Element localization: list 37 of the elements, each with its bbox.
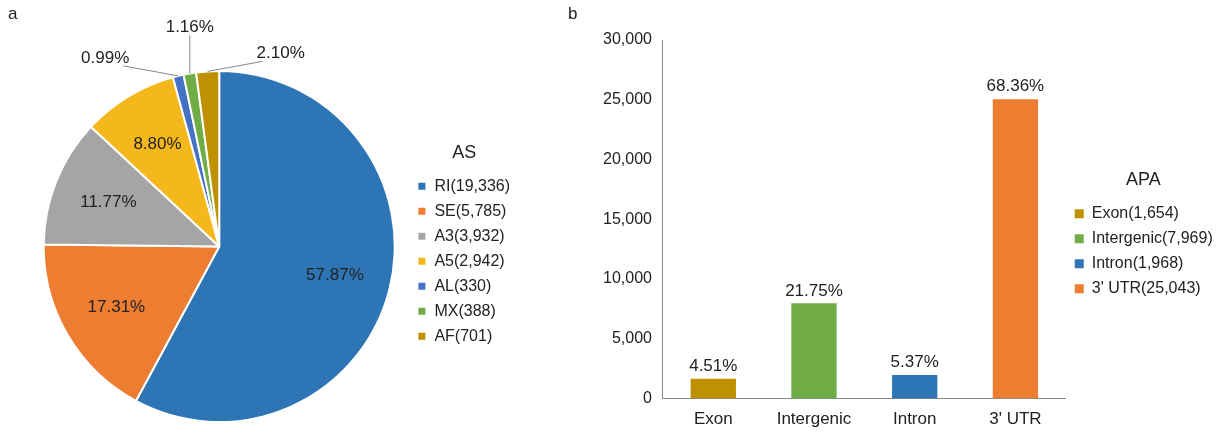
annotation: 21.75% <box>785 280 843 300</box>
annotation: 5.37% <box>890 352 939 372</box>
y-tick-label: 10,000 <box>603 269 653 287</box>
data-label: 17.31% <box>87 296 146 316</box>
x-tick-label: Intergenic <box>776 409 852 429</box>
legend-label: AL(330) <box>434 276 492 294</box>
legend-label: RI(19,336) <box>434 176 510 194</box>
data-label: 1.16% <box>165 17 214 37</box>
x-tick-label: Intron <box>892 409 937 429</box>
data-label: 11.77% <box>80 191 137 211</box>
annotation: 4.51% <box>689 356 738 376</box>
legend-label: 3' UTR(25,043) <box>1091 279 1201 297</box>
text: b <box>568 4 578 24</box>
y-tick-label: 25,000 <box>603 90 653 108</box>
legend-label: A3(3,932) <box>434 226 505 244</box>
y-tick-label: 0 <box>643 389 653 407</box>
data-label: 2.10% <box>256 43 305 63</box>
legend-title: APA <box>1126 169 1161 190</box>
text: a <box>8 4 18 24</box>
y-tick-label: 20,000 <box>603 149 653 167</box>
y-tick-label: 30,000 <box>603 30 653 48</box>
y-tick-label: 15,000 <box>603 209 653 227</box>
legend-title: AS <box>452 141 477 162</box>
y-tick-label: 5,000 <box>611 329 653 347</box>
legend-label: Exon(1,654) <box>1091 204 1179 222</box>
legend-label: AF(701) <box>434 326 493 344</box>
legend-label: Intergenic(7,969) <box>1091 229 1213 247</box>
legend-label: SE(5,785) <box>434 201 507 219</box>
data-label: 8.80% <box>133 134 182 154</box>
legend-label: A5(2,942) <box>434 251 505 269</box>
data-label: 0.99% <box>81 47 130 67</box>
legend-label: MX(388) <box>434 301 496 319</box>
x-tick-label: 3' UTR <box>989 409 1042 429</box>
legend-label: Intron(1,968) <box>1091 254 1184 272</box>
annotation: 68.36% <box>986 76 1045 96</box>
x-tick-label: Exon <box>693 409 733 429</box>
data-label: 57.87% <box>306 265 364 285</box>
